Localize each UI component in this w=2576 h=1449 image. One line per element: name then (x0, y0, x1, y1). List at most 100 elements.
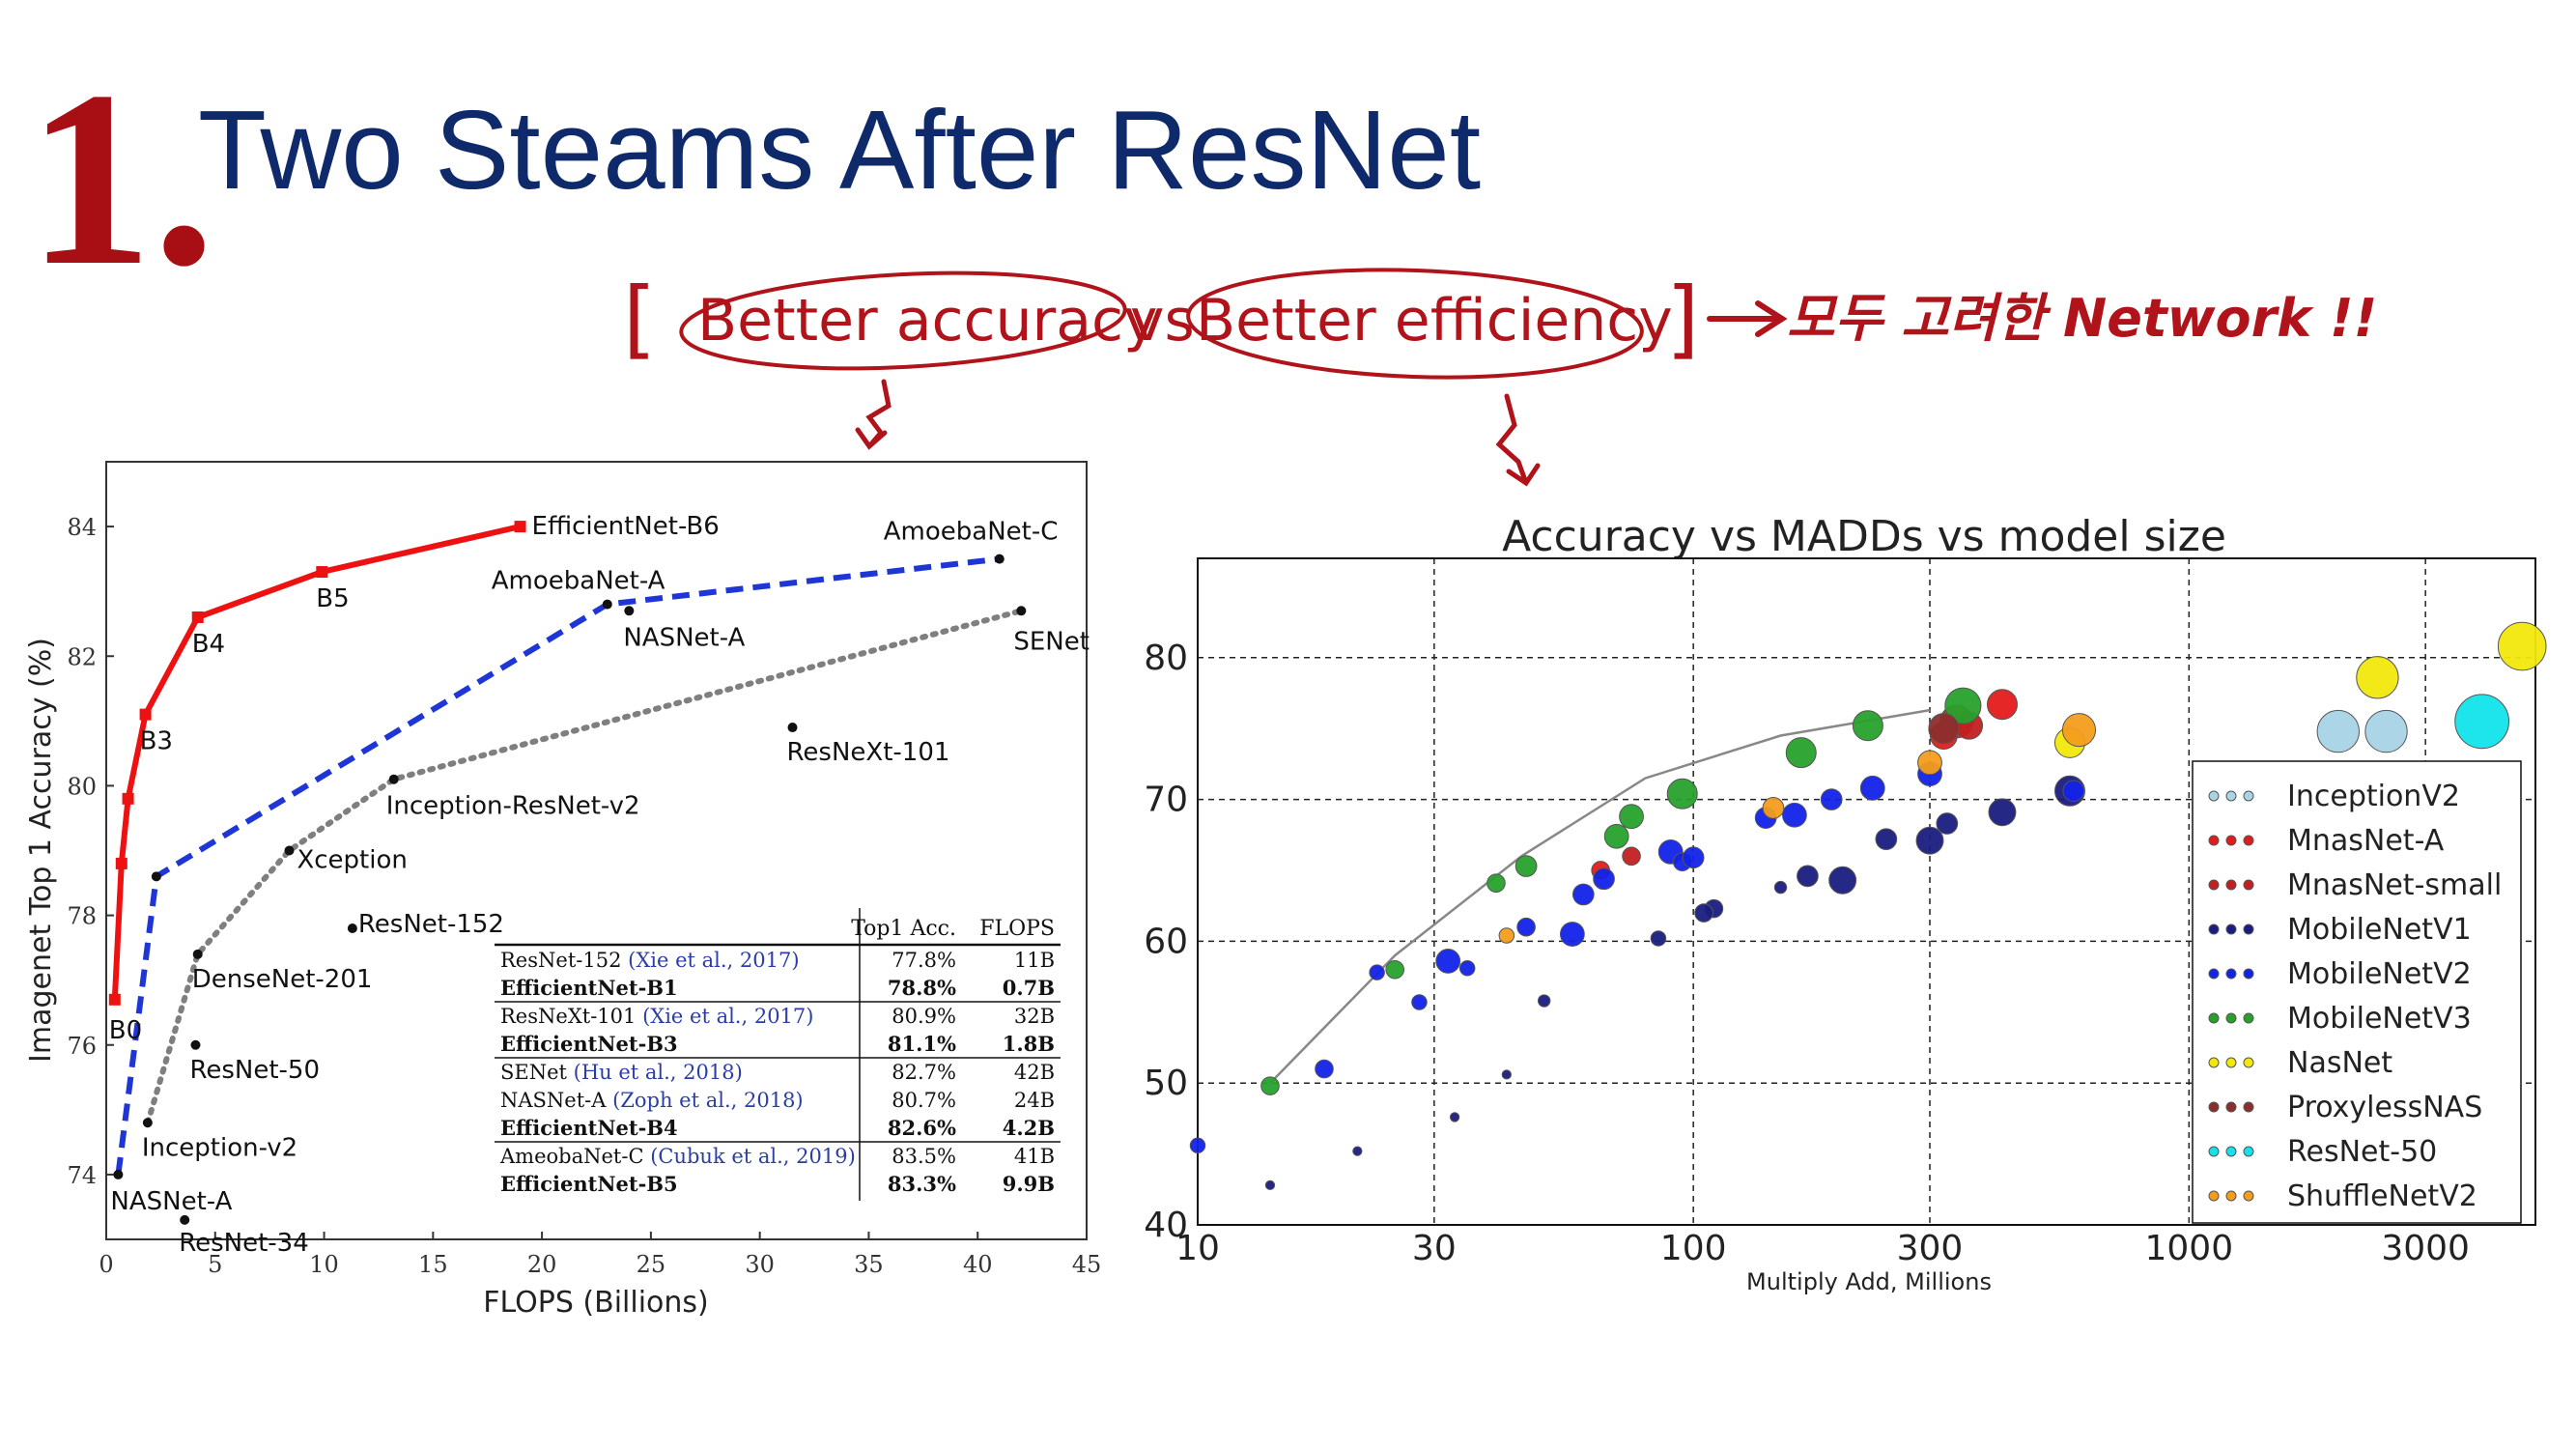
chart1-y-tick-label: 74 (67, 1162, 97, 1189)
table-row-model: EfficientNet-B1 (500, 976, 678, 1000)
chart1-x-tick-label: 15 (418, 1251, 448, 1278)
chart2-legend-swatch (2243, 835, 2254, 846)
chart2-point-inceptionv2 (2364, 709, 2408, 753)
chart1-y-tick-label: 80 (67, 773, 97, 800)
topic-better-accuracy: Better accuracy (697, 287, 1157, 355)
chart2-point-mobilenetv1 (1501, 1069, 1512, 1080)
chart2-legend-swatch (2225, 1190, 2237, 1202)
chart2-point-mobilenetv2 (1189, 1137, 1206, 1154)
chart1-x-tick-label: 10 (309, 1251, 339, 1278)
chart2-point-mobilenetv1 (1773, 880, 1788, 895)
table-row-acc: 83.5% (892, 1145, 956, 1168)
chart2-xlabel: Multiply Add, Millions (1746, 1268, 1992, 1295)
table-row-flops: 42B (1014, 1061, 1055, 1084)
table-row-flops: 32B (1014, 1005, 1055, 1028)
chart2-legend-swatch (2208, 1190, 2220, 1202)
chart2-point-mobilenetv1 (1988, 798, 2017, 827)
chart2-points (1189, 621, 2547, 1191)
chart2-point-mobilenetv2 (1820, 788, 1843, 810)
chart2-y-tick-label: 80 (1144, 639, 1188, 678)
chart2-point-mobilenetv2 (1315, 1059, 1334, 1079)
circle-efficiency (1186, 268, 1644, 380)
chart2-legend-label: InceptionV2 (2287, 780, 2460, 813)
chart2-legend-swatch (2243, 790, 2254, 802)
chart2-ticks: 10 30 100 300 1000 3000 40 50 60 70 80 (1144, 639, 2470, 1268)
chart2-legend-swatch (2243, 879, 2254, 891)
chart1-point (787, 723, 798, 733)
chart2-point-mobilenetv2 (1369, 964, 1385, 980)
chart2-legend-swatch (2225, 1101, 2237, 1113)
chart1-y-tick-label: 82 (67, 643, 97, 670)
chart2-point-mobilenetv1 (1694, 903, 1713, 923)
chart2-point-resnet-50 (2454, 694, 2510, 750)
chart2-point-mobilenetv2 (1516, 917, 1536, 937)
chart2-legend-swatch (2208, 790, 2220, 802)
chart1-x-tick-label: 20 (527, 1251, 557, 1278)
chart2-point-mobilenetv1 (1828, 866, 1857, 895)
chart2-point-mobilenetv1 (1449, 1112, 1460, 1122)
chart2-legend-swatch (2243, 1057, 2254, 1068)
chart1-ylabel: Imagenet Top 1 Accuracy (%) (24, 638, 58, 1063)
chart1-point (624, 606, 635, 616)
chart1-point-label: AmoebaNet-A (492, 567, 665, 596)
chart2-legend-swatch (2225, 923, 2237, 935)
chart2-legend-label: ResNet-50 (2287, 1135, 2437, 1169)
chart2-point-mobilenetv3 (1260, 1076, 1280, 1095)
chart2-legend-swatch (2225, 790, 2237, 802)
chart1-marker (108, 993, 121, 1006)
chart2-legend: InceptionV2 MnasNet-A MnasNet-small MobileN… (2192, 760, 2522, 1224)
chart2-legend-swatch (2243, 923, 2254, 935)
chart1-marker (151, 871, 161, 882)
chart1-x-tick-label: 30 (745, 1251, 775, 1278)
chart2-legend-swatch (2243, 1146, 2254, 1157)
chart1-series-line-1 (115, 555, 1001, 1176)
slide-number: 1. (27, 40, 215, 318)
chart1-marker (122, 792, 134, 805)
chart2-point-mobilenetv1 (1264, 1179, 1276, 1191)
chart2-legend-label: ShuffleNetV2 (2287, 1179, 2477, 1213)
squiggle-arrow-right-icon (1495, 393, 1541, 487)
chart2-legend-swatch (2225, 879, 2237, 891)
chart2-point-mobilenetv3 (1486, 873, 1506, 893)
chart1-marker (514, 521, 526, 533)
chart2-point-shufflenetv2 (1917, 750, 1942, 776)
chart2-trend-curve (1269, 708, 1931, 1085)
table-row-acc: 81.1% (888, 1032, 956, 1056)
chart2-y-tick-label: 70 (1144, 781, 1188, 820)
chart-flops-accuracy: FLOPS (Billions) Imagenet Top 1 Accuracy… (24, 461, 1101, 1320)
table-row-model: EfficientNet-B4 (500, 1116, 678, 1140)
chart1-marker (115, 857, 127, 869)
table-row-acc: 80.9% (892, 1005, 956, 1028)
chart2-legend-swatch (2208, 923, 2220, 935)
chart2-legend-swatch (2208, 1146, 2220, 1157)
chart2-point-mobilenetv2 (1782, 802, 1807, 828)
chart1-x-tick-label: 25 (637, 1251, 666, 1278)
table-row-flops: 41B (1014, 1145, 1055, 1168)
chart2-point-inceptionv2 (2316, 709, 2360, 753)
chart1-point-labels: B0 B3 B4 B5 EfficientNet-B6 NASNet-A AmoebaNet… (109, 512, 1090, 1258)
chart2-legend-label: NasNet (2287, 1046, 2392, 1080)
chart2-y-tick-label: 40 (1144, 1206, 1188, 1245)
table-row-model: EfficientNet-B5 (500, 1172, 678, 1196)
chart2-y-tick-label: 60 (1144, 922, 1188, 961)
chart2-point-shufflenetv2 (1762, 797, 1785, 819)
chart1-marker (602, 599, 612, 610)
chart1-marker (388, 774, 399, 784)
topic-vs: vs (1130, 287, 1195, 355)
chart1-x-tick-label: 35 (854, 1251, 884, 1278)
circle-accuracy (679, 270, 1127, 371)
chart2-legend-swatch (2208, 1101, 2220, 1113)
chart2-point-nasnet (2497, 621, 2547, 671)
chart2-x-tick-label: 10 (1175, 1229, 1220, 1268)
chart1-y-tick-label: 76 (67, 1033, 97, 1060)
chart2-legend-label: MnasNet-A (2287, 824, 2445, 858)
chart2-title: Accuracy vs MADDs vs model size (1502, 512, 2226, 561)
chart2-point-mobilenetv2 (1435, 949, 1461, 974)
chart2-x-tick-label: 300 (1897, 1229, 1964, 1268)
chart1-plot-frame (105, 461, 1088, 1240)
table-row-flops: 0.7B (1003, 976, 1055, 1000)
chart1-x-tick-label: 40 (963, 1251, 993, 1278)
chart2-x-tick-label: 100 (1660, 1229, 1727, 1268)
chart2-point-mobilenetv1 (1352, 1146, 1363, 1156)
chart1-point-label: ResNet-50 (189, 1056, 320, 1085)
